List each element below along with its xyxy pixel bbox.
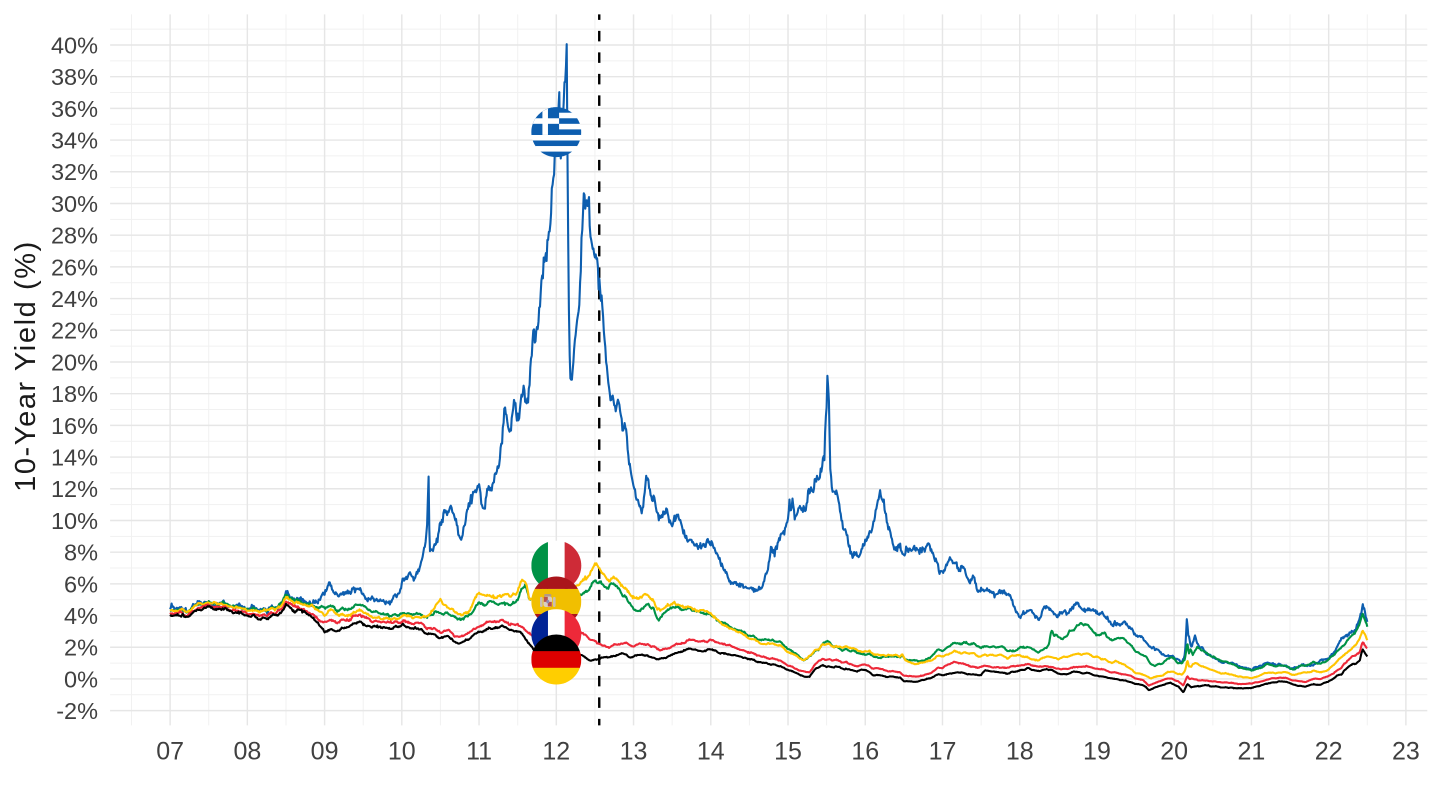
y-axis-title: 10-Year Yield (%)	[10, 240, 42, 492]
y-tick-label: 36%	[51, 96, 98, 122]
x-tick-label: 17	[929, 738, 957, 766]
series-line-france	[169, 600, 1368, 687]
y-tick-label: 30%	[51, 191, 98, 217]
y-tick-label: 24%	[51, 286, 98, 312]
x-tick-label: 20	[1160, 738, 1188, 766]
y-tick-label: 38%	[51, 64, 98, 90]
y-tick-label: 14%	[51, 444, 98, 470]
flag-markers	[531, 107, 582, 685]
y-tick-label: 18%	[51, 381, 98, 407]
series-line-greece	[169, 43, 1369, 671]
x-tick-label: 19	[1083, 738, 1111, 766]
y-tick-label: 16%	[51, 413, 98, 439]
y-tick-label: 20%	[51, 349, 98, 375]
y-tick-label: -2%	[56, 698, 98, 724]
y-tick-label: 0%	[64, 666, 98, 692]
y-tick-label: 2%	[64, 635, 98, 661]
x-tick-label: 11	[466, 738, 492, 766]
y-tick-label: 4%	[64, 603, 98, 629]
y-tick-label: 28%	[51, 223, 98, 249]
series-line-germany	[169, 602, 1369, 694]
y-tick-label: 22%	[51, 318, 98, 344]
x-tick-label: 14	[697, 738, 725, 766]
x-tick-label: 15	[774, 738, 802, 766]
x-tick-label: 23	[1392, 738, 1420, 766]
x-tick-label: 07	[156, 738, 184, 766]
series-line-spain	[169, 562, 1369, 680]
y-tick-label: 40%	[51, 32, 98, 58]
series-line-italy	[169, 561, 1369, 672]
flag-marker-greece	[531, 107, 582, 158]
y-tick-label: 12%	[51, 476, 98, 502]
x-tick-label: 16	[851, 738, 879, 766]
y-tick-label: 10%	[51, 508, 98, 534]
x-tick-label: 08	[233, 738, 261, 766]
x-tick-label: 12	[542, 738, 570, 766]
y-tick-label: 32%	[51, 159, 98, 185]
x-tick-label: 10	[388, 738, 416, 766]
flag-marker-germany	[531, 634, 582, 685]
y-tick-label: 8%	[64, 540, 98, 566]
y-tick-label: 26%	[51, 254, 98, 280]
x-axis-tick-labels: 07 08 09 10 11 12 13 14 15 16 17 18 19 20 21 22 23	[156, 738, 1420, 766]
x-tick-label: 21	[1238, 738, 1266, 766]
x-tick-label: 13	[620, 738, 648, 766]
y-tick-label: 6%	[64, 571, 98, 597]
y-axis-tick-labels: -2% 0% 2% 4% 6% 8% 10% 12% 14% 16% 18% 20% 22% 24% 26%…	[51, 32, 98, 724]
x-tick-label: 18	[1006, 738, 1034, 766]
x-tick-label: 09	[311, 738, 339, 766]
x-tick-label: 22	[1315, 738, 1343, 766]
series-lines	[169, 43, 1369, 694]
y-tick-label: 34%	[51, 127, 98, 153]
